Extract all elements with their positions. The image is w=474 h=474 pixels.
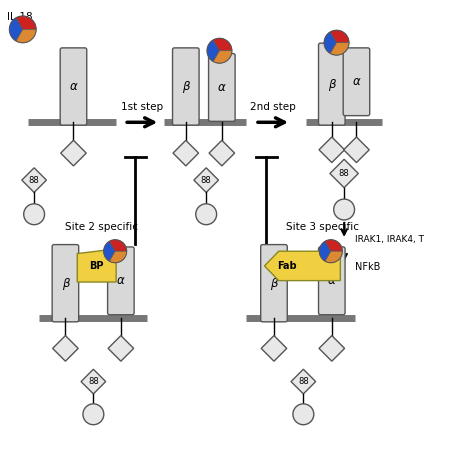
FancyBboxPatch shape	[319, 43, 345, 125]
Text: Site 3 specific: Site 3 specific	[286, 222, 359, 232]
Polygon shape	[173, 140, 199, 166]
FancyBboxPatch shape	[52, 245, 79, 322]
Circle shape	[324, 30, 349, 55]
Text: 88: 88	[29, 176, 39, 184]
Circle shape	[319, 240, 342, 263]
Polygon shape	[264, 251, 340, 281]
Wedge shape	[330, 43, 349, 55]
Polygon shape	[319, 137, 345, 163]
Text: IL-18: IL-18	[7, 12, 33, 22]
Text: β: β	[270, 277, 278, 290]
Text: Site 2 specific: Site 2 specific	[65, 222, 138, 232]
FancyBboxPatch shape	[173, 48, 199, 125]
Text: α: α	[117, 274, 125, 287]
Polygon shape	[108, 336, 134, 361]
Text: 1st step: 1st step	[121, 102, 163, 112]
FancyBboxPatch shape	[209, 54, 235, 121]
Circle shape	[24, 204, 45, 225]
Text: 88: 88	[201, 176, 211, 184]
Polygon shape	[53, 336, 78, 361]
Polygon shape	[81, 369, 106, 394]
FancyBboxPatch shape	[319, 247, 345, 315]
Wedge shape	[9, 18, 23, 41]
FancyBboxPatch shape	[261, 245, 287, 322]
Text: β: β	[182, 80, 190, 93]
Circle shape	[196, 204, 217, 225]
Wedge shape	[325, 251, 342, 263]
Text: β: β	[62, 277, 69, 290]
Text: IRAK1, IRAK4, T: IRAK1, IRAK4, T	[355, 236, 424, 244]
Polygon shape	[209, 140, 235, 166]
Text: α: α	[70, 80, 77, 93]
Text: 88: 88	[339, 169, 349, 178]
Circle shape	[9, 16, 36, 43]
Polygon shape	[330, 159, 358, 188]
Wedge shape	[207, 40, 219, 62]
Text: BP: BP	[90, 261, 104, 272]
Text: α: α	[353, 75, 360, 88]
Wedge shape	[324, 32, 337, 54]
FancyBboxPatch shape	[108, 247, 134, 315]
Wedge shape	[104, 241, 115, 261]
Text: α: α	[218, 81, 226, 94]
FancyBboxPatch shape	[343, 48, 370, 116]
Wedge shape	[109, 251, 127, 263]
Polygon shape	[344, 137, 369, 163]
Polygon shape	[61, 140, 86, 166]
Text: NFkB: NFkB	[355, 262, 380, 272]
Wedge shape	[319, 241, 331, 261]
Wedge shape	[330, 30, 349, 43]
Text: Fab: Fab	[277, 261, 297, 272]
Wedge shape	[213, 51, 232, 63]
Text: 88: 88	[88, 377, 99, 386]
Polygon shape	[77, 249, 116, 282]
Circle shape	[83, 404, 104, 425]
Polygon shape	[261, 336, 287, 361]
Wedge shape	[16, 29, 36, 43]
Circle shape	[104, 240, 127, 263]
Wedge shape	[325, 240, 342, 251]
Polygon shape	[319, 336, 345, 361]
Text: 88: 88	[298, 377, 309, 386]
Text: β: β	[328, 78, 336, 91]
Wedge shape	[213, 38, 232, 51]
Polygon shape	[194, 168, 219, 192]
Text: 2nd step: 2nd step	[250, 102, 296, 112]
Wedge shape	[16, 16, 36, 29]
Circle shape	[293, 404, 314, 425]
Wedge shape	[109, 240, 127, 251]
Polygon shape	[291, 369, 316, 394]
Circle shape	[207, 38, 232, 63]
Circle shape	[334, 199, 355, 220]
Polygon shape	[22, 168, 46, 192]
FancyBboxPatch shape	[60, 48, 87, 125]
Text: α: α	[328, 274, 336, 287]
